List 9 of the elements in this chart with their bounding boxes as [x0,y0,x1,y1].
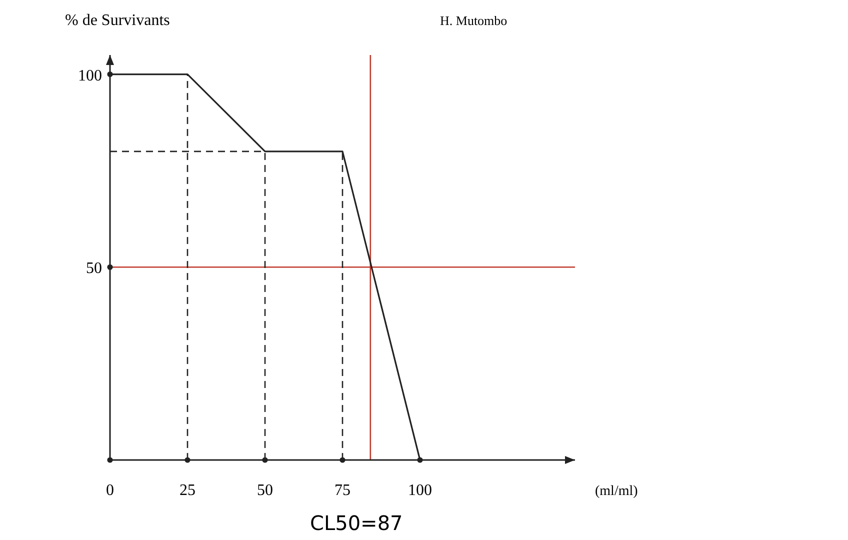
x-tick-label: 25 [180,482,196,499]
y-axis-title: % de Survivants [65,12,170,29]
text: CL50=87 [310,511,403,535]
x-tick-label: 75 [334,482,350,499]
text: H. Mutombo [440,13,508,28]
x-axis-title: (ml/ml) [595,484,638,499]
x-tick-label: 0 [106,482,114,499]
x-tick-label: 50 [257,482,273,499]
x-tick-label: 100 [408,482,432,499]
